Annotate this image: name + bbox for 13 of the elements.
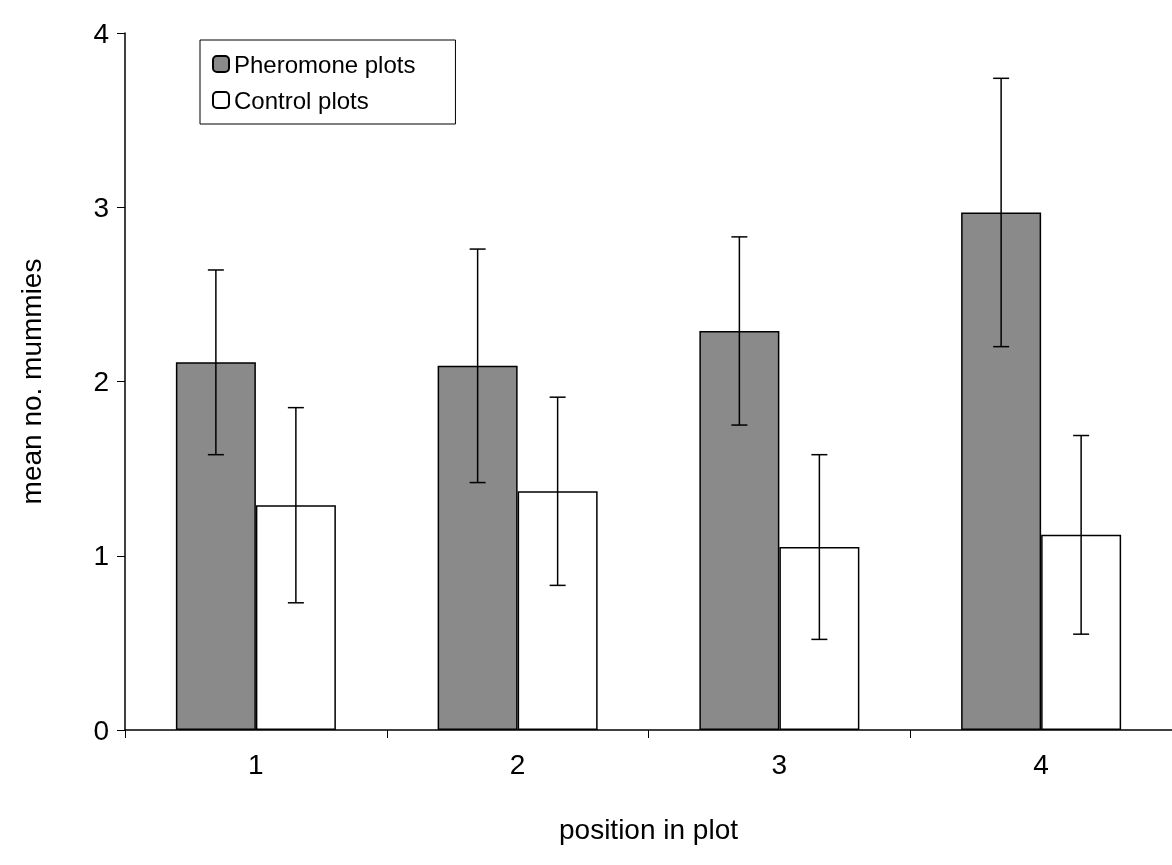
x-tick-label: 3 (771, 748, 788, 780)
y-tick-label: 4 (93, 17, 109, 49)
x-tick-label: 1 (248, 748, 264, 780)
legend-label: Control plots (234, 86, 369, 114)
y-tick-label: 2 (93, 366, 109, 397)
y-tick-label: 1 (93, 540, 109, 572)
x-axis-title: position in plot (558, 813, 739, 845)
y-tick-label: 0 (93, 714, 109, 746)
x-tick-label: 4 (1033, 748, 1049, 780)
y-tick-label: 3 (93, 191, 109, 223)
x-tick-label: 2 (509, 748, 526, 780)
y-axis-title: mean no. mummies (15, 258, 47, 505)
legend-label: Pheromone plots (234, 50, 416, 78)
